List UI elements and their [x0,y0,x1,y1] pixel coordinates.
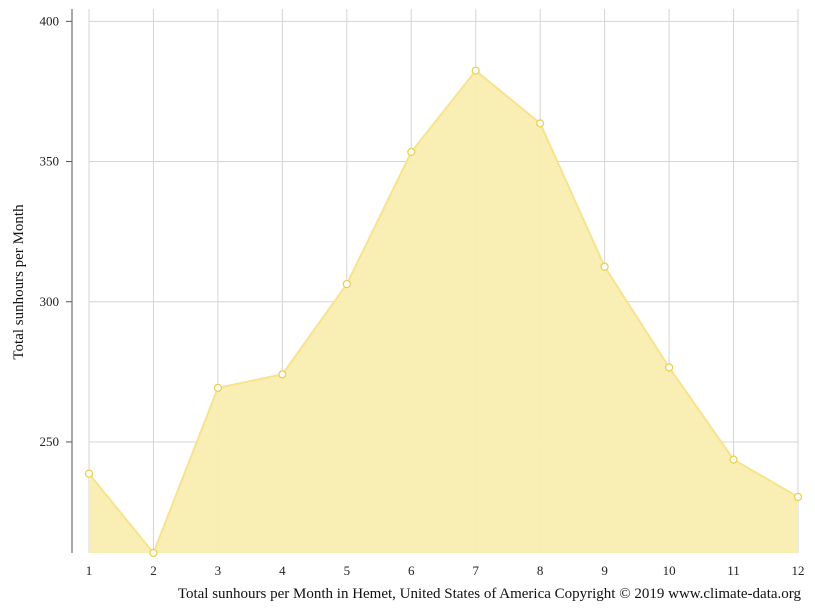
data-point[interactable] [471,66,480,75]
x-tick-label: 7 [472,563,479,578]
x-tick-label: 12 [792,563,805,578]
data-point[interactable] [407,147,416,157]
x-tick-label: 4 [279,563,286,578]
y-tick-label: 300 [40,294,60,309]
series-line [88,69,799,554]
area-series [88,69,799,554]
x-tick-label: 8 [537,563,544,578]
x-tick-label: 5 [344,563,351,578]
data-point[interactable] [84,469,94,478]
data-point[interactable] [536,119,545,128]
chart-caption: Total sunhours per Month in Hemet, Unite… [178,586,802,602]
x-tick-label: 11 [727,563,740,578]
data-point[interactable] [213,383,223,392]
data-point[interactable] [600,262,609,271]
data-point[interactable] [729,455,738,464]
data-point[interactable] [278,370,287,379]
y-tick-label: 350 [40,154,60,169]
data-points [84,66,803,558]
data-point[interactable] [793,492,803,502]
data-point[interactable] [664,363,674,372]
x-tick-label: 3 [215,563,222,578]
y-axis-title: Total sunhours per Month [11,204,27,360]
y-tick-label: 400 [40,13,60,28]
area-fill [89,70,798,553]
y-tick-label: 250 [40,434,60,449]
x-tick-label: 2 [150,563,157,578]
x-tick-label: 9 [601,563,608,578]
x-tick-label: 1 [86,563,93,578]
data-point[interactable] [149,548,158,558]
data-point[interactable] [342,279,351,289]
x-tick-label: 6 [408,563,415,578]
axes [66,9,73,553]
x-tick-label: 10 [663,563,676,578]
